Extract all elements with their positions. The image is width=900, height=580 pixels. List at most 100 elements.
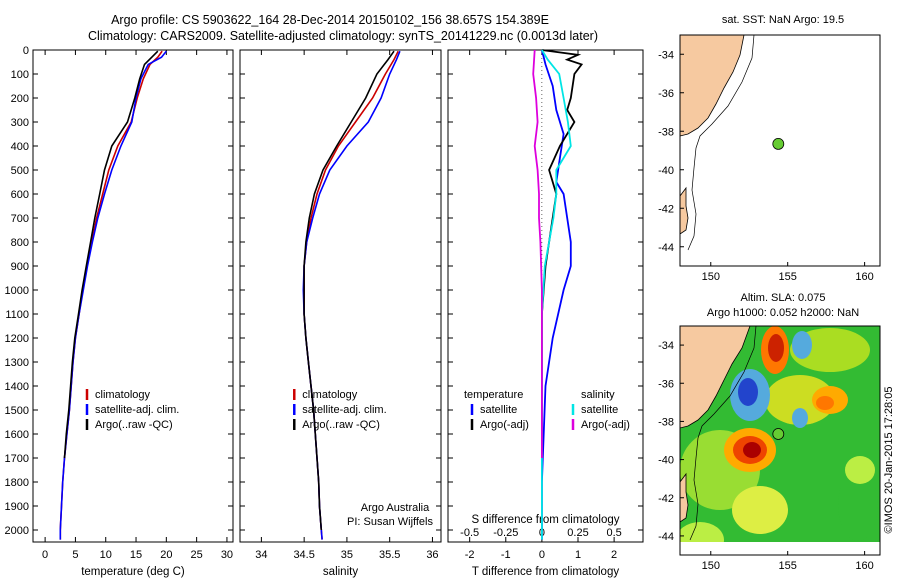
depth-tick-label: 1700 bbox=[5, 453, 29, 465]
depth-tick-label: 1300 bbox=[5, 357, 29, 369]
temperature-legend-label: satellite-adj. clim. bbox=[95, 404, 179, 416]
salinity-legend-label: satellite-adj. clim. bbox=[302, 404, 386, 416]
depth-tick-label: 1200 bbox=[5, 333, 29, 345]
temperature-legend-label: Argo(..raw -QC) bbox=[95, 419, 173, 431]
depth-tick-label: 400 bbox=[11, 141, 29, 153]
difference-xtick-label: -1 bbox=[501, 549, 511, 561]
difference-series-3-line bbox=[532, 49, 543, 458]
sst-map-xtick-label: 155 bbox=[779, 271, 797, 283]
sla-map-xtick-label: 155 bbox=[779, 560, 797, 572]
depth-tick-label: 200 bbox=[11, 93, 29, 105]
sst-map-contour bbox=[687, 34, 755, 251]
difference-xtick-label: 2 bbox=[611, 549, 617, 561]
salinity-xtick-label: 34.5 bbox=[293, 549, 314, 561]
sst-map-ytick-label: -36 bbox=[658, 88, 674, 100]
difference-legend-label: Argo(-adj) bbox=[480, 419, 529, 431]
salinity-diff-tick-label: 0.5 bbox=[606, 527, 621, 539]
difference-legend-title: temperature bbox=[464, 389, 523, 401]
temperature-xlabel: temperature (deg C) bbox=[81, 566, 185, 578]
sst-map-ytick-label: -40 bbox=[658, 165, 674, 177]
difference-xlabel: T difference from climatology bbox=[472, 566, 619, 578]
temperature-panel: 0100200300400500600700800900100011001200… bbox=[5, 45, 234, 578]
salinity-xtick-label: 35 bbox=[341, 549, 353, 561]
depth-tick-label: 900 bbox=[11, 261, 29, 273]
salinity-diff-tick-label: -0.25 bbox=[493, 527, 518, 539]
sla-map-ytick-label: -38 bbox=[658, 416, 674, 428]
depth-tick-label: 1600 bbox=[5, 429, 29, 441]
salinity-frame bbox=[239, 49, 442, 543]
depth-tick-label: 2000 bbox=[5, 525, 29, 537]
credit-label: Argo Australia bbox=[361, 502, 430, 514]
salinity-xlabel: salinity bbox=[323, 566, 358, 578]
salinity-legend-label: climatology bbox=[302, 389, 358, 401]
depth-tick-label: 1800 bbox=[5, 477, 29, 489]
temperature-frame bbox=[32, 49, 234, 543]
temperature-xtick-label: 30 bbox=[221, 549, 233, 561]
sla-map-panel: Altim. SLA: 0.075 Argo h1000: 0.052 h200… bbox=[658, 292, 881, 572]
sst-map-title: sat. SST: NaN Argo: 19.5 bbox=[722, 14, 844, 26]
depth-tick-label: 0 bbox=[23, 45, 29, 57]
temperature-xtick-label: 20 bbox=[160, 549, 172, 561]
temperature-xtick-label: 15 bbox=[130, 549, 142, 561]
sla-heatmap-field bbox=[680, 326, 880, 542]
salinity-diff-tick-label: -0.5 bbox=[460, 527, 479, 539]
sla-map-xtick-label: 150 bbox=[702, 560, 720, 572]
salinity-xtick-label: 36 bbox=[426, 549, 438, 561]
sla-map-frame bbox=[679, 325, 881, 556]
depth-tick-label: 1500 bbox=[5, 405, 29, 417]
difference-xtick-label: 1 bbox=[575, 549, 581, 561]
sst-map-ytick-label: -34 bbox=[658, 49, 674, 61]
temperature-series-2-line bbox=[63, 50, 159, 459]
sla-map-axes: 150 155 160 -34 -36 -38 -40 -42 -44 bbox=[658, 325, 881, 572]
figure-title-line1: Argo profile: CS 5903622_164 28-Dec-2014… bbox=[111, 13, 549, 27]
depth-tick-label: 800 bbox=[11, 237, 29, 249]
sst-map-xtick-label: 150 bbox=[702, 271, 720, 283]
difference-x2label: S difference from climatology bbox=[471, 514, 619, 526]
sla-map-ytick-label: -34 bbox=[658, 340, 674, 352]
difference-legend-label: Argo(-adj) bbox=[581, 419, 630, 431]
temperature-xtick-label: 5 bbox=[72, 549, 78, 561]
sla-map-ytick-label: -44 bbox=[658, 531, 674, 543]
depth-tick-label: 600 bbox=[11, 189, 29, 201]
argo-location-marker-sla bbox=[772, 428, 785, 440]
sst-map-ytick-label: -38 bbox=[658, 126, 674, 138]
difference-legend-label: satellite bbox=[581, 404, 618, 416]
sst-map-ytick-label: -42 bbox=[658, 203, 674, 215]
temperature-series-1-line bbox=[59, 50, 167, 540]
sst-map-land-north bbox=[679, 34, 745, 137]
salinity-series-2-line bbox=[303, 50, 395, 531]
sst-map-frame bbox=[679, 34, 881, 267]
depth-tick-label: 700 bbox=[11, 213, 29, 225]
sla-map-ytick-label: -40 bbox=[658, 455, 674, 467]
difference-xtick-label: -2 bbox=[465, 549, 475, 561]
difference-series-0-line bbox=[541, 49, 572, 540]
salinity-panel: 34 34.5 35 35.5 36 salinity climatology satelli… bbox=[239, 49, 442, 578]
figure-title-line2: Climatology: CARS2009. Satellite-adjuste… bbox=[88, 29, 598, 43]
sla-map-title-line1: Altim. SLA: 0.075 bbox=[741, 292, 826, 304]
salinity-xtick-label: 35.5 bbox=[379, 549, 400, 561]
difference-frame bbox=[447, 49, 644, 543]
imos-stamp: ©IMOS 20-Jan-2015 17:28:05 bbox=[883, 387, 895, 534]
sla-map-xtick-label: 160 bbox=[855, 560, 873, 572]
pi-label: PI: Susan Wijffels bbox=[347, 516, 433, 528]
difference-legend-title: salinity bbox=[581, 389, 615, 401]
difference-panel: -2 -1 0 1 2-0.5 -0.25 0 0.25 0.5T difference fro… bbox=[447, 49, 644, 578]
difference-xtick-label: 0 bbox=[539, 549, 545, 561]
salinity-diff-tick-label: 0.25 bbox=[567, 527, 588, 539]
sst-map-ytick-label: -44 bbox=[658, 242, 674, 254]
depth-tick-label: 100 bbox=[11, 69, 29, 81]
temperature-xtick-label: 0 bbox=[42, 549, 48, 561]
depth-tick-label: 500 bbox=[11, 165, 29, 177]
depth-tick-label: 1100 bbox=[5, 309, 29, 321]
sla-map-ytick-label: -36 bbox=[658, 378, 674, 390]
sst-map-panel: sat. SST: NaN Argo: 19.5 150 155 160 -34 -36… bbox=[658, 14, 881, 283]
depth-tick-label: 1000 bbox=[5, 285, 29, 297]
sst-map-axes: 150 155 160 -34 -36 -38 -40 -42 -44 bbox=[658, 34, 881, 283]
temperature-xtick-label: 25 bbox=[191, 549, 203, 561]
salinity-xtick-label: 34 bbox=[255, 549, 267, 561]
depth-tick-label: 300 bbox=[11, 117, 29, 129]
temperature-xtick-label: 10 bbox=[100, 549, 112, 561]
depth-tick-label: 1900 bbox=[5, 501, 29, 513]
argo-location-marker bbox=[772, 137, 785, 150]
